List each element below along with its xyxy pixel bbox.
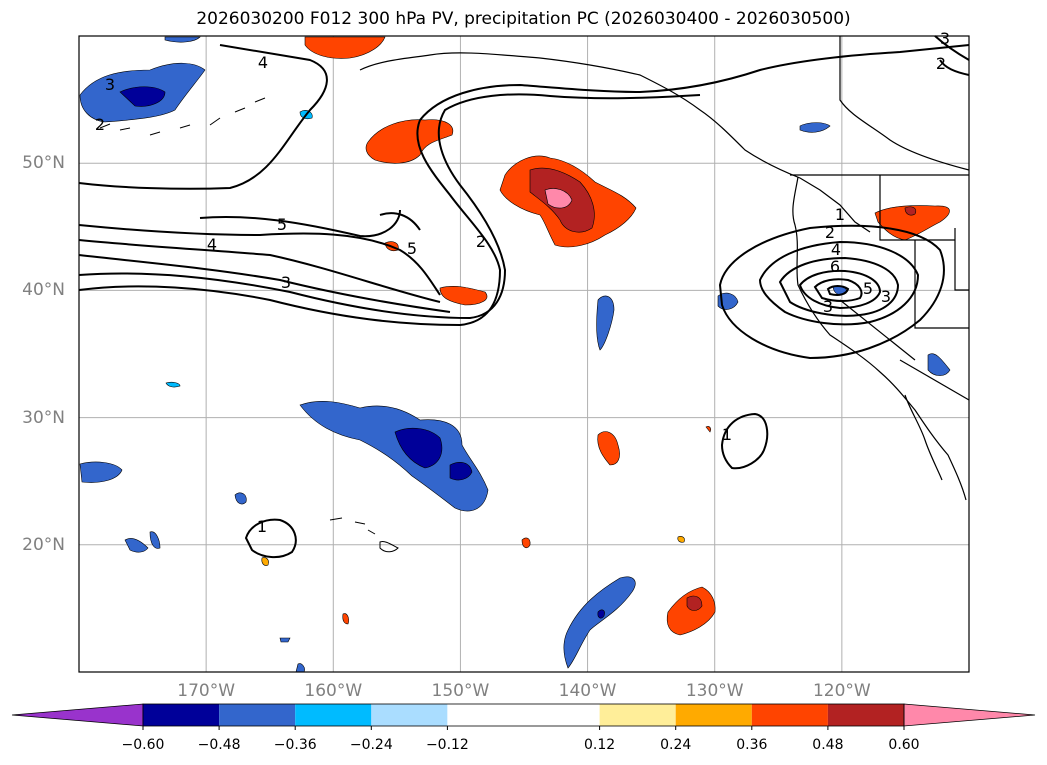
precip-blob-negative [279, 637, 291, 643]
precip-blob-positive [365, 119, 454, 164]
precip-blob-negative-core [119, 86, 166, 107]
lat-label: 40°N [22, 280, 65, 301]
pv-contour-label: 5 [863, 279, 873, 298]
colorbar-bin [143, 704, 220, 726]
colorbar-tick-label: 0.12 [584, 737, 616, 753]
lon-label: 150°W [431, 681, 490, 701]
lat-label: 50°N [22, 153, 65, 174]
lon-label: 140°W [558, 681, 617, 701]
precip-blob-negative [165, 381, 181, 388]
colorbar-tick-label: 0.60 [888, 737, 920, 753]
pv-contour-label: 3 [281, 273, 291, 292]
pv-contour-label: 1 [722, 425, 732, 444]
precip-blob-negative-core [597, 609, 605, 619]
precip-blob-negative [799, 122, 831, 133]
colorbar-tick-label: −0.36 [273, 737, 317, 753]
precip-blob-negative [299, 400, 489, 512]
pv-contour-label: 2 [476, 232, 486, 251]
colorbar-bin [751, 704, 828, 726]
colorbar [11, 703, 1036, 730]
pv-contour-label: 3 [940, 29, 950, 48]
colorbar-bin [447, 704, 600, 726]
colorbar-tick-label: −0.24 [349, 737, 393, 753]
pv-contour-label: 2 [825, 223, 835, 242]
precip-blob-negative [79, 461, 123, 483]
colorbar-bin [371, 704, 448, 726]
pv-contour-label: 2 [95, 115, 105, 134]
precip-blob-negative [149, 531, 161, 549]
precip-blob-positive [439, 286, 488, 306]
pv-contours [78, 35, 970, 558]
precip-blob-positive-max [544, 188, 573, 209]
precip-blob-negative [124, 538, 149, 553]
pv-contour-label: 3 [105, 75, 115, 94]
pv-contour-label: 5 [407, 239, 417, 258]
colorbar-tick-label: −0.60 [121, 737, 165, 753]
pv-contour-label: 1 [835, 205, 845, 224]
precip-blob-negative [563, 576, 636, 669]
lon-label: 170°W [177, 681, 236, 701]
map-title: 2026030200 F012 300 hPa PV, precipitatio… [196, 9, 851, 29]
lat-label: 30°N [22, 407, 65, 428]
precip-blob-positive [705, 426, 711, 433]
colorbar-tick-label: −0.12 [425, 737, 469, 753]
gridlines [79, 36, 969, 672]
precip-blob-negative [596, 295, 615, 351]
precip-blob-positive-core [686, 595, 703, 611]
pv-contour-label: 5 [277, 215, 287, 234]
precip-blob-positive [261, 557, 269, 566]
colorbar-bin [675, 704, 752, 726]
colorbar-tick-label: 0.36 [736, 737, 768, 753]
colorbar-bin [219, 704, 296, 726]
pv-contour-label: 4 [831, 240, 841, 259]
pv-contour-label: 3 [881, 287, 891, 306]
lon-label: 130°W [685, 681, 744, 701]
precip-anomalies [79, 36, 951, 673]
lon-label: 120°W [812, 681, 871, 701]
pv-contour-label: 3 [823, 297, 833, 316]
precip-blob-positive [521, 537, 531, 549]
pv-contour-label: 4 [258, 53, 268, 72]
colorbar-tick-label: 0.24 [660, 737, 692, 753]
coastlines [359, 36, 970, 501]
precip-blob-positive [597, 431, 620, 466]
colorbar-extend-high [903, 703, 1036, 727]
pv-contour-label: 4 [207, 235, 217, 254]
pv-contour-label: 1 [257, 517, 267, 536]
precip-blob-positive [677, 536, 685, 543]
precip-blob-negative [164, 36, 201, 43]
precip-blob-negative [927, 353, 951, 376]
precip-blob-negative [234, 492, 247, 505]
islands [99, 97, 399, 553]
lat-label: 20°N [22, 534, 65, 555]
colorbar-bin [827, 704, 904, 726]
map-background [79, 36, 969, 672]
colorbar-tick-label: 0.48 [812, 737, 844, 753]
pv-contour-label: 2 [936, 54, 946, 73]
colorbar-bin [295, 704, 372, 726]
lon-label: 160°W [304, 681, 363, 701]
colorbar-outline [142, 703, 905, 727]
precip-blob-positive [666, 586, 716, 636]
precip-blob-positive-core [904, 206, 917, 216]
colorbar-extend-low [11, 703, 144, 727]
precip-blob-negative-core [449, 462, 473, 481]
precip-blob-positive [304, 36, 386, 59]
precip-blob-positive [874, 205, 950, 241]
precip-blob-negative-core [394, 427, 443, 469]
precip-blob-positive [342, 613, 349, 625]
map-frame [78, 35, 970, 673]
colorbar-bin [599, 704, 676, 726]
pv-contour-label: 6 [830, 257, 840, 276]
colorbar-tick-label: −0.48 [197, 737, 241, 753]
